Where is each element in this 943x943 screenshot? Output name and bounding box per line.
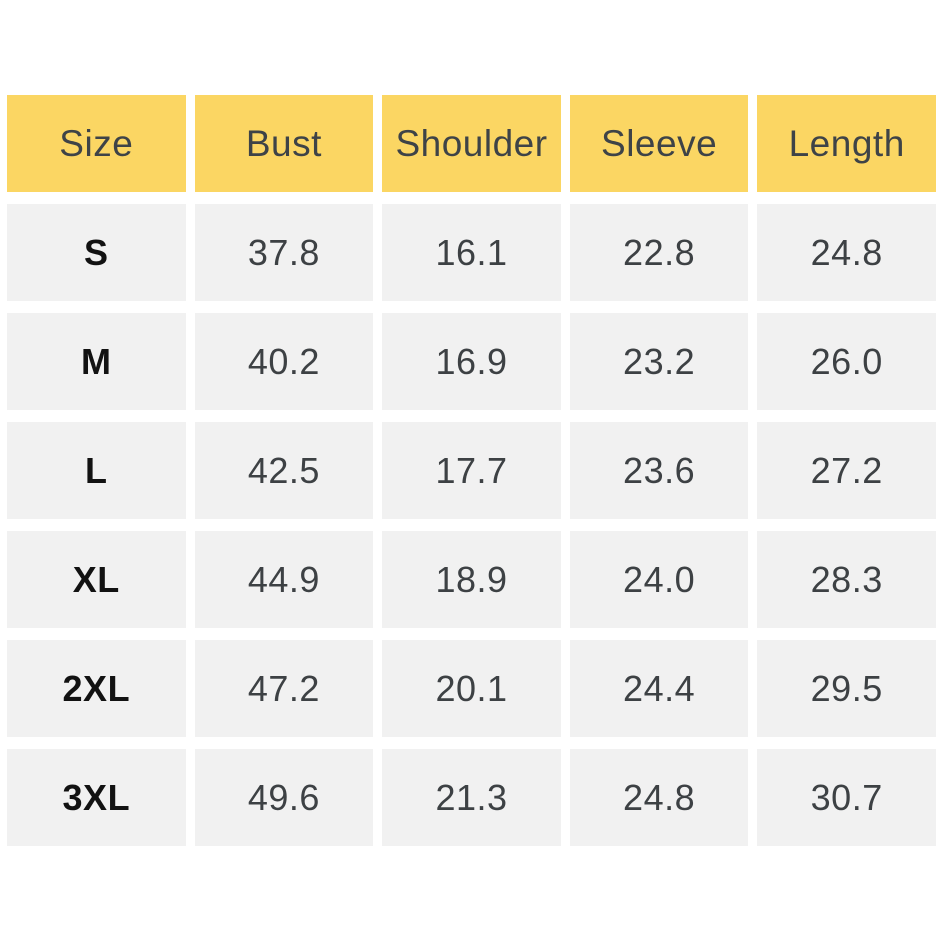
column-header-size: Size	[7, 95, 186, 192]
measurement-cell: 24.8	[569, 749, 749, 846]
size-label-cell: XL	[7, 531, 186, 628]
column-header-bust: Bust	[194, 95, 374, 192]
size-label-cell: S	[7, 204, 186, 301]
measurement-cell: 23.6	[569, 422, 749, 519]
measurement-cell: 37.8	[194, 204, 374, 301]
column-header-shoulder: Shoulder	[382, 95, 561, 192]
measurement-cell: 20.1	[382, 640, 561, 737]
column-header-length: Length	[757, 95, 936, 192]
size-label-cell: L	[7, 422, 186, 519]
measurement-cell: 24.0	[569, 531, 749, 628]
measurement-cell: 24.8	[757, 204, 936, 301]
measurement-cell: 23.2	[569, 313, 749, 410]
measurement-cell: 24.4	[569, 640, 749, 737]
column-header-sleeve: Sleeve	[569, 95, 749, 192]
measurement-cell: 44.9	[194, 531, 374, 628]
measurement-cell: 30.7	[757, 749, 936, 846]
measurement-cell: 27.2	[757, 422, 936, 519]
measurement-cell: 16.1	[382, 204, 561, 301]
measurement-cell: 17.7	[382, 422, 561, 519]
size-label-cell: 3XL	[7, 749, 186, 846]
measurement-cell: 16.9	[382, 313, 561, 410]
measurement-cell: 42.5	[194, 422, 374, 519]
measurement-cell: 28.3	[757, 531, 936, 628]
measurement-cell: 26.0	[757, 313, 936, 410]
size-chart-table: Size Bust Shoulder Sleeve Length S 37.8 16.1 22.…	[7, 95, 936, 846]
measurement-cell: 29.5	[757, 640, 936, 737]
size-label-cell: 2XL	[7, 640, 186, 737]
size-label-cell: M	[7, 313, 186, 410]
measurement-cell: 47.2	[194, 640, 374, 737]
measurement-cell: 49.6	[194, 749, 374, 846]
measurement-cell: 22.8	[569, 204, 749, 301]
measurement-cell: 40.2	[194, 313, 374, 410]
measurement-cell: 18.9	[382, 531, 561, 628]
measurement-cell: 21.3	[382, 749, 561, 846]
